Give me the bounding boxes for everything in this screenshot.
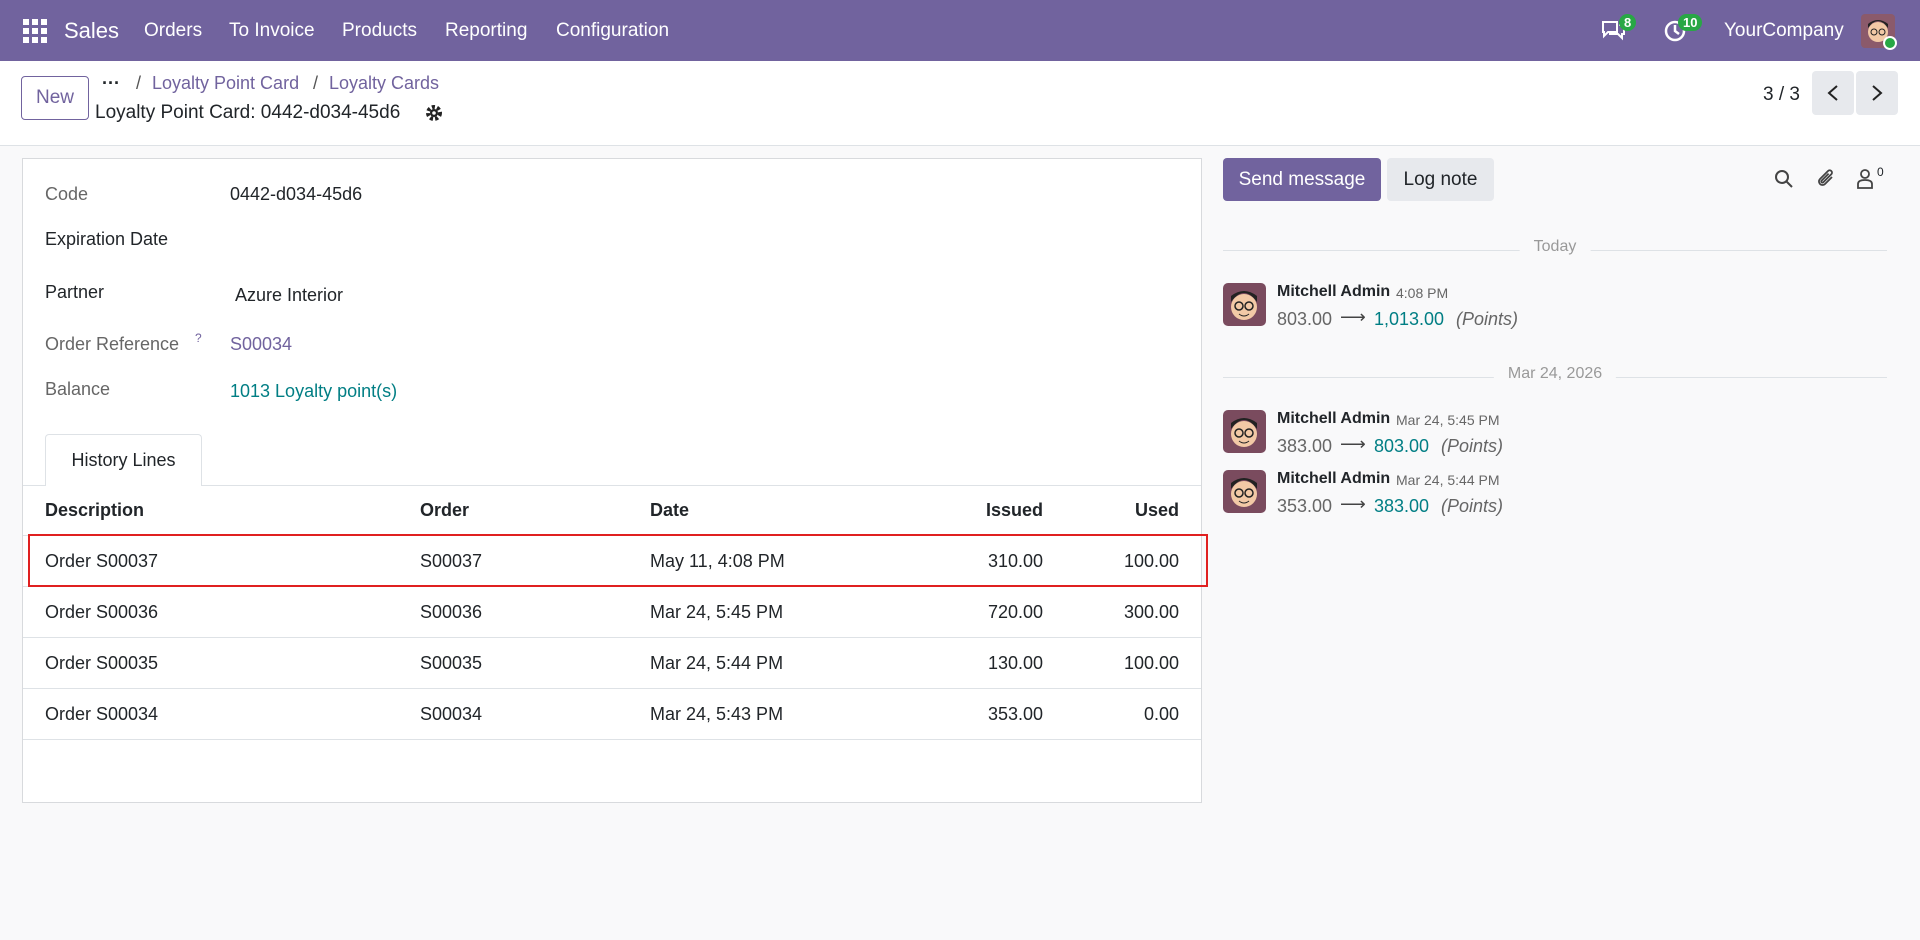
pager-prev[interactable] [1812,71,1854,115]
table-cell: 310.00 [987,551,1043,571]
messages-badge: 8 [1619,14,1637,31]
message-time: Mar 24, 5:45 PM [1396,412,1500,428]
activities-icon[interactable] [1663,19,1687,43]
activities-badge: 10 [1678,14,1703,31]
form-sheet: Code 0442-d034-45d6 Expiration Date Part… [22,158,1208,803]
message-time: Mar 24, 5:44 PM [1396,472,1500,488]
table-cell: 720.00 [987,602,1043,622]
pager-next[interactable] [1856,71,1898,115]
app-name[interactable]: Sales [64,18,120,43]
column-header[interactable]: Description [45,500,145,520]
column-header[interactable]: Date [650,500,690,520]
table-cell: 300.00 [1123,602,1179,622]
separator: / [313,73,319,93]
old-value: 383.00 [1277,436,1333,456]
followers-icon[interactable] [1856,168,1874,190]
menu-item[interactable]: Reporting [445,20,528,41]
separator: / [136,73,142,93]
old-value: 803.00 [1277,309,1333,329]
field-label: Balance [45,379,111,399]
table-cell: Order S00034 [45,704,159,724]
table-cell: Mar 24, 5:44 PM [650,653,784,673]
table-cell: S00037 [420,551,483,571]
table-cell: May 11, 4:08 PM [650,551,785,571]
field-value: 0442-d034-45d6 [230,184,363,204]
field-name: (Points) [1456,309,1519,329]
field-label: Code [45,184,89,204]
search-icon[interactable] [1774,169,1794,189]
new-value: 383.00 [1374,496,1430,516]
date-label: Today [1519,238,1591,256]
table-cell: S00035 [420,653,483,673]
new-value: 1,013.00 [1374,309,1445,329]
breadcrumb[interactable]: Loyalty Cards [329,73,440,93]
log-note-button[interactable]: Log note [1387,158,1494,201]
apps-icon[interactable] [23,19,47,43]
field-value[interactable]: Azure Interior [235,285,344,305]
tab-border [23,485,1201,486]
arrow: ⟶ [1340,494,1366,514]
table-row[interactable]: Order S00036 S00036 Mar 24, 5:45 PM 720.00 3… [23,587,1201,638]
breadcrumb[interactable]: Loyalty Point Card [152,73,300,93]
old-value: 353.00 [1277,496,1333,516]
pager: 3 / 3 [1763,84,1800,105]
author-avatar[interactable] [1223,470,1267,514]
menu-item[interactable]: Products [342,20,417,41]
field-label: Expiration Date [45,229,169,249]
table-row[interactable]: Order S00037 S00037 May 11, 4:08 PM 310.00 1… [23,536,1201,587]
company[interactable]: YourCompany [1724,20,1844,41]
table-cell: 100.00 [1123,551,1179,571]
field-name: (Points) [1441,496,1504,516]
author-name[interactable]: Mitchell Admin [1277,410,1391,427]
actions-menu[interactable]: ··· [102,73,120,93]
field-label: Partner [45,282,105,302]
date-label: Mar 24, 2026 [1493,365,1617,383]
column-header[interactable]: Issued [985,500,1043,520]
table-cell: 0.00 [1143,704,1179,724]
table-cell: Order S00035 [45,653,159,673]
followers-count: 0 [1877,165,1884,179]
record-title: Loyalty Point Card: 0442-d034-45d6 [95,102,401,123]
table-row[interactable]: Order S00034 S00034 Mar 24, 5:43 PM 353.00 0… [23,689,1201,740]
menu-item[interactable]: Configuration [556,20,670,41]
gear-icon[interactable] [425,104,443,122]
new-button[interactable]: New [21,76,89,120]
field-label: Order Reference [45,334,180,354]
message-time: 4:08 PM [1396,285,1449,301]
column-header[interactable]: Order [420,500,470,520]
menu-item[interactable]: To Invoice [229,20,315,41]
table-cell: 100.00 [1123,653,1179,673]
table-cell: Order S00036 [45,602,159,622]
table-row[interactable]: Order S00035 S00035 Mar 24, 5:44 PM 130.00 1… [23,638,1201,689]
tab[interactable]: History Lines [45,434,202,486]
field-name: (Points) [1441,436,1504,456]
attachment-icon[interactable] [1815,168,1837,190]
table-cell: 353.00 [987,704,1043,724]
table-header: Description Order Date Issued Used [23,485,1201,536]
author-name[interactable]: Mitchell Admin [1277,283,1391,300]
author-name[interactable]: Mitchell Admin [1277,470,1391,487]
arrow: ⟶ [1340,434,1366,454]
table-cell: S00034 [420,704,483,724]
control-panel: New ··· / Loyalty Point Card / Loyalty C… [0,61,1920,146]
table-cell: Order S00037 [45,551,159,571]
table-cell: Mar 24, 5:45 PM [650,602,784,622]
user-avatar[interactable] [1861,14,1897,50]
send-message-button[interactable]: Send message [1223,158,1381,201]
author-avatar[interactable] [1223,283,1267,327]
menu-item[interactable]: Orders [144,20,203,41]
field-value[interactable]: S00034 [230,334,293,354]
table-cell: Mar 24, 5:43 PM [650,704,784,724]
new-value: 803.00 [1374,436,1430,456]
column-header[interactable]: Used [1134,500,1179,520]
table-cell: S00036 [420,602,483,622]
table-cell: 130.00 [987,653,1043,673]
author-avatar[interactable] [1223,410,1267,454]
help-tooltip[interactable]: ? [195,331,202,345]
navbar: Sales Orders To Invoice Products Reporti… [0,0,1920,61]
field-value[interactable]: 1013 Loyalty point(s) [230,381,398,401]
arrow: ⟶ [1340,307,1366,327]
